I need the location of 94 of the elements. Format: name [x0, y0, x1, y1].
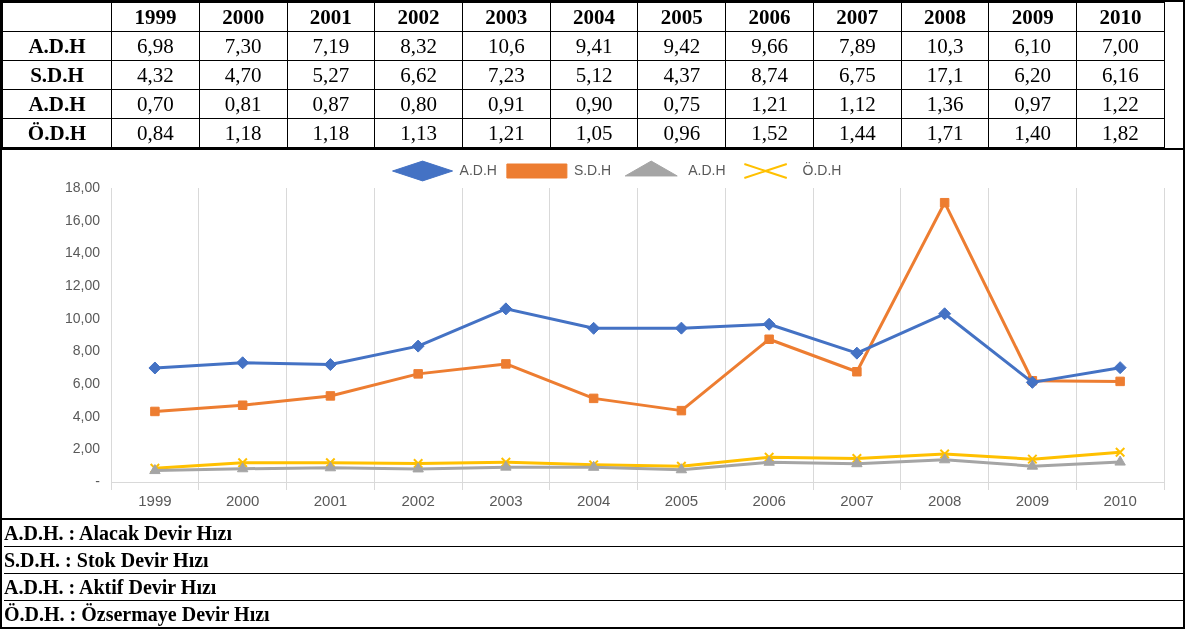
data-label: 6,20 [988, 60, 1077, 90]
data-label: 1,40 [988, 118, 1077, 148]
data-label: 6,75 [813, 60, 902, 90]
legend-label: Ö.D.H [802, 160, 842, 178]
x-tick-label: 2003 [489, 492, 523, 510]
data-label: 6,62 [374, 60, 463, 90]
text: A.D.H. : Alacak Devir Hızı [4, 521, 233, 546]
data-label: 0,91 [462, 89, 551, 119]
x-tick-label: 2002 [401, 492, 435, 510]
data-label: 1,21 [725, 89, 814, 119]
category-label: 2001 [309, 4, 352, 29]
data-label: 1,36 [901, 89, 989, 119]
data-label: 9,42 [637, 31, 726, 61]
category-label: 2002 [397, 4, 440, 29]
x-tick-label: 2007 [840, 492, 874, 510]
category-label: 1999 [134, 4, 177, 29]
data-label: 0,81 [199, 89, 287, 119]
data-label: 6,16 [1076, 60, 1165, 90]
category-label: 2008 [924, 4, 966, 29]
data-label: 6,10 [988, 31, 1077, 61]
text: A.D.H. : Aktif Devir Hızı [4, 573, 1183, 600]
text: Ö.D.H [27, 120, 87, 145]
data-label: 0,90 [550, 89, 638, 119]
data-label: 7,30 [199, 31, 287, 61]
data-label: 1,18 [287, 118, 375, 148]
data-label: 7,23 [462, 60, 551, 90]
text: S.D.H [30, 62, 84, 87]
y-tick-label: 4,00 [72, 407, 101, 424]
data-label: 1,52 [725, 118, 814, 148]
text: A.D.H [28, 33, 86, 58]
text: Ö.D.H. : Özsermaye Devir Hızı [4, 600, 1183, 627]
text: A.D.H [28, 91, 86, 116]
x-tick-label: 2000 [225, 492, 260, 510]
category-label: 2000 [222, 4, 265, 29]
category-label: 2003 [485, 4, 528, 29]
x-tick-label: 2001 [313, 492, 348, 510]
legend-label: S.D.H [573, 161, 612, 178]
data-label: 1,82 [1076, 118, 1165, 148]
category-label: 2006 [748, 4, 791, 29]
data-label: 4,37 [637, 60, 726, 90]
data-label: 0,87 [287, 89, 375, 119]
data-label: 10,3 [901, 31, 989, 61]
category-label: 2005 [660, 4, 703, 29]
x-tick-label: 2009 [1015, 492, 1050, 510]
data-label: 0,84 [111, 118, 200, 148]
data-label: 8,74 [725, 60, 814, 90]
data-label: 5,27 [287, 60, 375, 90]
data-label: 1,12 [813, 89, 902, 119]
data-label: 1,21 [462, 118, 551, 148]
data-label: 4,70 [199, 60, 287, 90]
data-label: 5,12 [550, 60, 638, 90]
legend-label: A.D.H [459, 161, 497, 178]
data-label: 10,6 [462, 31, 551, 61]
category-label: 2010 [1099, 4, 1142, 29]
category-label: 2007 [836, 4, 879, 29]
data-label: 1,44 [813, 118, 902, 148]
y-tick-label: 16,00 [64, 211, 101, 228]
data-label: 0,97 [988, 89, 1077, 119]
x-tick-label: 2010 [1103, 492, 1137, 510]
y-tick-label: 6,00 [72, 374, 101, 391]
data-label: 0,96 [637, 118, 726, 148]
x-tick-label: 2008 [927, 492, 962, 510]
data-label: 1,22 [1076, 89, 1165, 119]
data-label: 7,00 [1076, 31, 1165, 61]
data-label: 0,70 [111, 89, 200, 119]
category-label: 2009 [1011, 4, 1054, 29]
data-label: 4,32 [111, 60, 200, 90]
x-tick-label: 2006 [752, 492, 786, 510]
data-label: 1,18 [199, 118, 287, 148]
data-label: 1,71 [901, 118, 989, 148]
y-tick-label: 12,00 [64, 276, 101, 293]
text: S.D.H. : Stok Devir Hızı [4, 546, 1183, 573]
y-tick-label: 8,00 [72, 342, 101, 359]
y-tick-label: 10,00 [64, 309, 101, 326]
category-label: 2004 [573, 4, 616, 29]
y-tick-label: - [95, 472, 101, 489]
data-label: 9,66 [725, 31, 814, 61]
data-label: 17,1 [901, 60, 989, 90]
data-label: 6,98 [111, 31, 200, 61]
data-label: 0,75 [637, 89, 726, 119]
data-label: 8,32 [374, 31, 463, 61]
data-label: 0,80 [374, 89, 463, 119]
x-tick-label: 2004 [576, 492, 611, 510]
data-label: 7,19 [287, 31, 375, 61]
y-tick-label: 18,00 [64, 178, 101, 195]
y-tick-label: 2,00 [72, 440, 101, 457]
data-label: 7,89 [813, 31, 902, 61]
data-label: 9,41 [550, 31, 638, 61]
legend-label: A.D.H [688, 161, 726, 178]
data-label: 1,13 [374, 118, 463, 148]
x-tick-label: 2005 [664, 492, 699, 510]
x-tick-label: 1999 [138, 492, 172, 510]
data-label: 1,05 [550, 118, 638, 148]
y-tick-label: 14,00 [64, 244, 101, 261]
